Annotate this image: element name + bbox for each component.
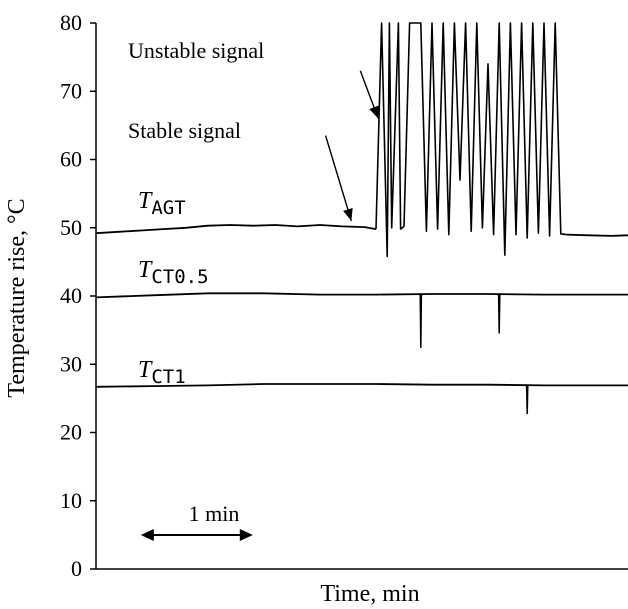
series-t-ct1-spike [525,385,529,415]
y-tick-label: 80 [60,10,82,35]
annotation-stable-arrow-shaft [324,135,353,222]
y-axis-label: Temperature rise, °C [4,198,30,397]
y-tick-label: 30 [60,351,82,376]
series-label-t-agt-symbol: T [138,188,153,214]
series-t-agt-stable-line [95,224,377,235]
scale-bar-label: 1 min [189,501,240,526]
y-tick-label: 20 [60,420,82,445]
y-tick-label: 10 [60,488,82,513]
y-tick-label: 50 [60,215,82,240]
scale-bar: 1 min [140,501,253,541]
series-label-t-ct05: TCT0.5 [138,257,209,288]
y-tick-label: 0 [71,556,82,581]
axes: 0 10 20 30 40 50 60 70 80 [60,10,628,581]
plot-area [95,22,628,415]
series-t-ct05-line [95,292,628,299]
annotation-stable-arrow-head [343,207,353,221]
series-label-t-ct1: TCT1 [138,357,186,388]
series-t-agt-tail-line [566,233,628,237]
series-label-t-agt: TAGT [138,188,186,219]
y-tick-label: 60 [60,147,82,172]
series-t-agt-unstable-line [375,22,567,258]
series-t-ct1-line [95,383,628,388]
series-label-t-ct05-symbol: T [138,257,153,283]
annotation-unstable-arrow-head [369,105,379,119]
annotation-unstable-signal: Unstable signal [128,38,264,63]
series-t-ct05-spike [419,294,423,348]
x-axis-label: Time, min [320,581,419,607]
series-label-t-ct1-subscript: CT1 [151,366,185,388]
annotation-stable-signal: Stable signal [128,118,241,143]
series-label-t-ct05-subscript: CT0.5 [151,266,208,288]
series-t-ct05-spike [497,294,501,334]
series-label-t-agt-subscript: AGT [151,197,185,219]
series-label-t-ct1-symbol: T [138,357,153,383]
y-tick-label: 40 [60,283,82,308]
y-tick-label: 70 [60,78,82,103]
scale-bar-arrowhead-right [239,529,253,541]
scale-bar-arrowhead-left [140,529,154,541]
